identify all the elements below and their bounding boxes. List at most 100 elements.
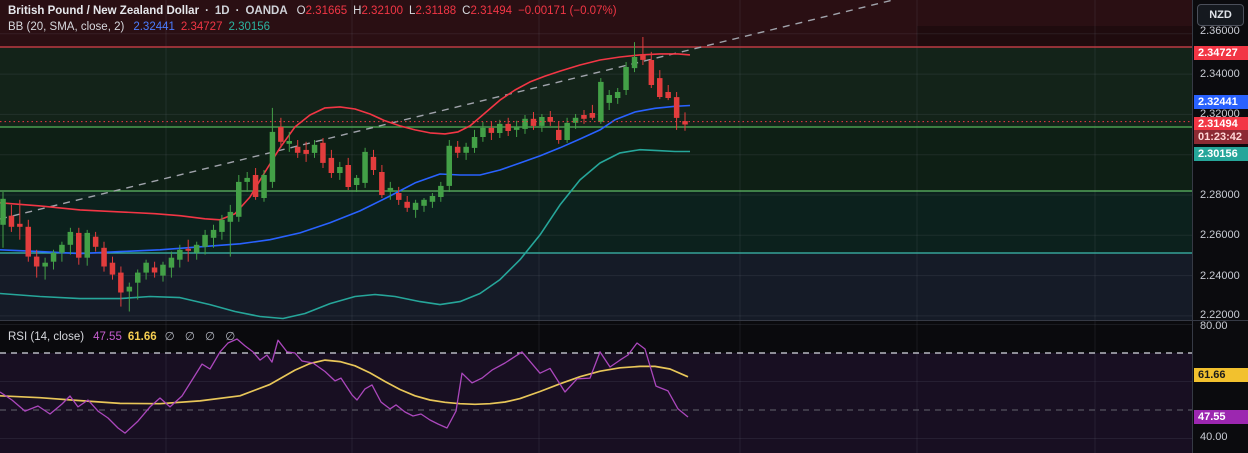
candle bbox=[311, 140, 318, 158]
change-value: −0.00171 (−0.07%) bbox=[518, 5, 617, 17]
candle bbox=[84, 229, 90, 266]
price-zone bbox=[0, 0, 1192, 47]
currency-toggle-button[interactable]: NZD bbox=[1197, 4, 1244, 26]
open-value: 2.31665 bbox=[305, 5, 348, 17]
rsi-value: 47.55 bbox=[93, 331, 122, 343]
axis-label: 80.00 bbox=[1200, 320, 1228, 332]
price-zone bbox=[0, 253, 1192, 321]
high-value: 2.32100 bbox=[361, 5, 404, 17]
rsi-line bbox=[0, 338, 689, 434]
candle bbox=[362, 147, 368, 188]
candle bbox=[101, 241, 107, 272]
candle bbox=[438, 181, 444, 202]
rsi-empty-values: ∅ ∅ ∅ ∅ bbox=[164, 331, 236, 343]
bb-upper-badge: 2.34727 bbox=[1194, 46, 1248, 60]
bb-basis-line bbox=[0, 104, 691, 255]
axis-label: 40.00 bbox=[1200, 431, 1228, 443]
rsi-legend-row[interactable]: RSI (14, close) 47.55 61.66 ∅ ∅ ∅ ∅ bbox=[8, 329, 235, 345]
candle bbox=[118, 266, 124, 307]
trendline bbox=[0, 0, 894, 220]
high-label: H bbox=[353, 5, 362, 17]
candle bbox=[202, 229, 208, 255]
candle bbox=[59, 241, 65, 262]
rsi-ma-line bbox=[0, 359, 689, 406]
candle bbox=[429, 193, 436, 208]
symbol-info-row[interactable]: British Pound / New Zealand Dollar · 1D … bbox=[8, 3, 617, 19]
interval-label[interactable]: 1D bbox=[214, 5, 230, 17]
bb-legend-row[interactable]: BB (20, SMA, close, 2) 2.32441 2.34727 2… bbox=[8, 19, 617, 35]
candle bbox=[135, 269, 141, 300]
candle bbox=[143, 259, 149, 280]
price-zone bbox=[0, 47, 1192, 127]
symbol-title[interactable]: British Pound / New Zealand Dollar bbox=[8, 5, 200, 17]
candle bbox=[471, 129, 478, 153]
candle bbox=[404, 196, 410, 212]
candle bbox=[109, 256, 116, 280]
candle bbox=[370, 149, 377, 175]
candle bbox=[640, 37, 646, 65]
bb-indicator-title[interactable]: BB (20, SMA, close, 2) bbox=[8, 21, 125, 33]
candle bbox=[8, 204, 15, 232]
candle bbox=[673, 92, 680, 130]
candle bbox=[547, 111, 553, 126]
candle bbox=[303, 141, 309, 162]
bb-upper-value: 2.34727 bbox=[180, 21, 223, 33]
price-zone bbox=[0, 127, 1192, 191]
close-value: 2.31494 bbox=[470, 5, 513, 17]
candle bbox=[92, 231, 99, 252]
candle bbox=[50, 249, 57, 270]
price-axis[interactable]: NZD 2.36000 2.34000 2.32000 2.28000 2.26000 2… bbox=[1192, 0, 1248, 453]
bb-basis-badge: 2.32441 bbox=[1194, 95, 1248, 109]
candle bbox=[286, 131, 292, 152]
candle bbox=[25, 219, 31, 262]
candle bbox=[160, 261, 166, 282]
candle bbox=[488, 121, 495, 140]
axis-label: 2.26000 bbox=[1200, 229, 1240, 241]
candle bbox=[320, 138, 326, 168]
candle bbox=[17, 199, 23, 240]
candle bbox=[353, 175, 360, 192]
candle bbox=[345, 157, 351, 190]
candle bbox=[261, 170, 267, 202]
rsi-legend: RSI (14, close) 47.55 61.66 ∅ ∅ ∅ ∅ bbox=[8, 329, 235, 345]
rsi-indicator-title[interactable]: RSI (14, close) bbox=[8, 331, 85, 343]
symbol-legend: British Pound / New Zealand Dollar · 1D … bbox=[8, 3, 617, 35]
candle bbox=[185, 239, 191, 262]
last-price-badge: 2.31494 bbox=[1194, 117, 1248, 131]
countdown-badge: 01:23:42 bbox=[1194, 130, 1248, 144]
candle bbox=[446, 140, 452, 192]
axis-label: 2.36000 bbox=[1200, 25, 1240, 37]
zone-shade bbox=[917, 26, 1192, 47]
open-label: O bbox=[296, 5, 306, 17]
candle bbox=[210, 224, 217, 248]
rsi-ma-badge: 61.66 bbox=[1194, 368, 1248, 382]
candle bbox=[236, 175, 242, 222]
candle bbox=[396, 186, 402, 205]
price-chart-svg[interactable] bbox=[0, 0, 1192, 453]
candle bbox=[0, 192, 6, 248]
exchange-label[interactable]: OANDA bbox=[245, 5, 288, 17]
bb-upper-line bbox=[0, 53, 691, 221]
candle bbox=[328, 149, 335, 178]
candle bbox=[665, 85, 671, 101]
candle bbox=[623, 62, 629, 95]
axis-label: 2.24000 bbox=[1200, 270, 1240, 282]
candle bbox=[421, 198, 427, 212]
rsi-value-badge: 47.55 bbox=[1194, 410, 1248, 424]
candle bbox=[412, 199, 419, 218]
pane-divider[interactable] bbox=[0, 320, 1248, 321]
candle bbox=[589, 104, 596, 120]
candle bbox=[539, 114, 545, 132]
candle bbox=[614, 88, 621, 104]
bb-lower-badge: 2.30156 bbox=[1194, 147, 1248, 161]
chart-area[interactable]: British Pound / New Zealand Dollar · 1D … bbox=[0, 0, 1192, 453]
rsi-ma-value: 61.66 bbox=[127, 331, 157, 343]
candle bbox=[480, 121, 486, 142]
axis-label: 2.34000 bbox=[1200, 68, 1240, 80]
candle bbox=[648, 51, 655, 88]
candle bbox=[530, 112, 537, 130]
candle bbox=[76, 227, 82, 265]
candle bbox=[244, 172, 250, 192]
candle bbox=[193, 241, 200, 260]
candle bbox=[454, 141, 461, 158]
